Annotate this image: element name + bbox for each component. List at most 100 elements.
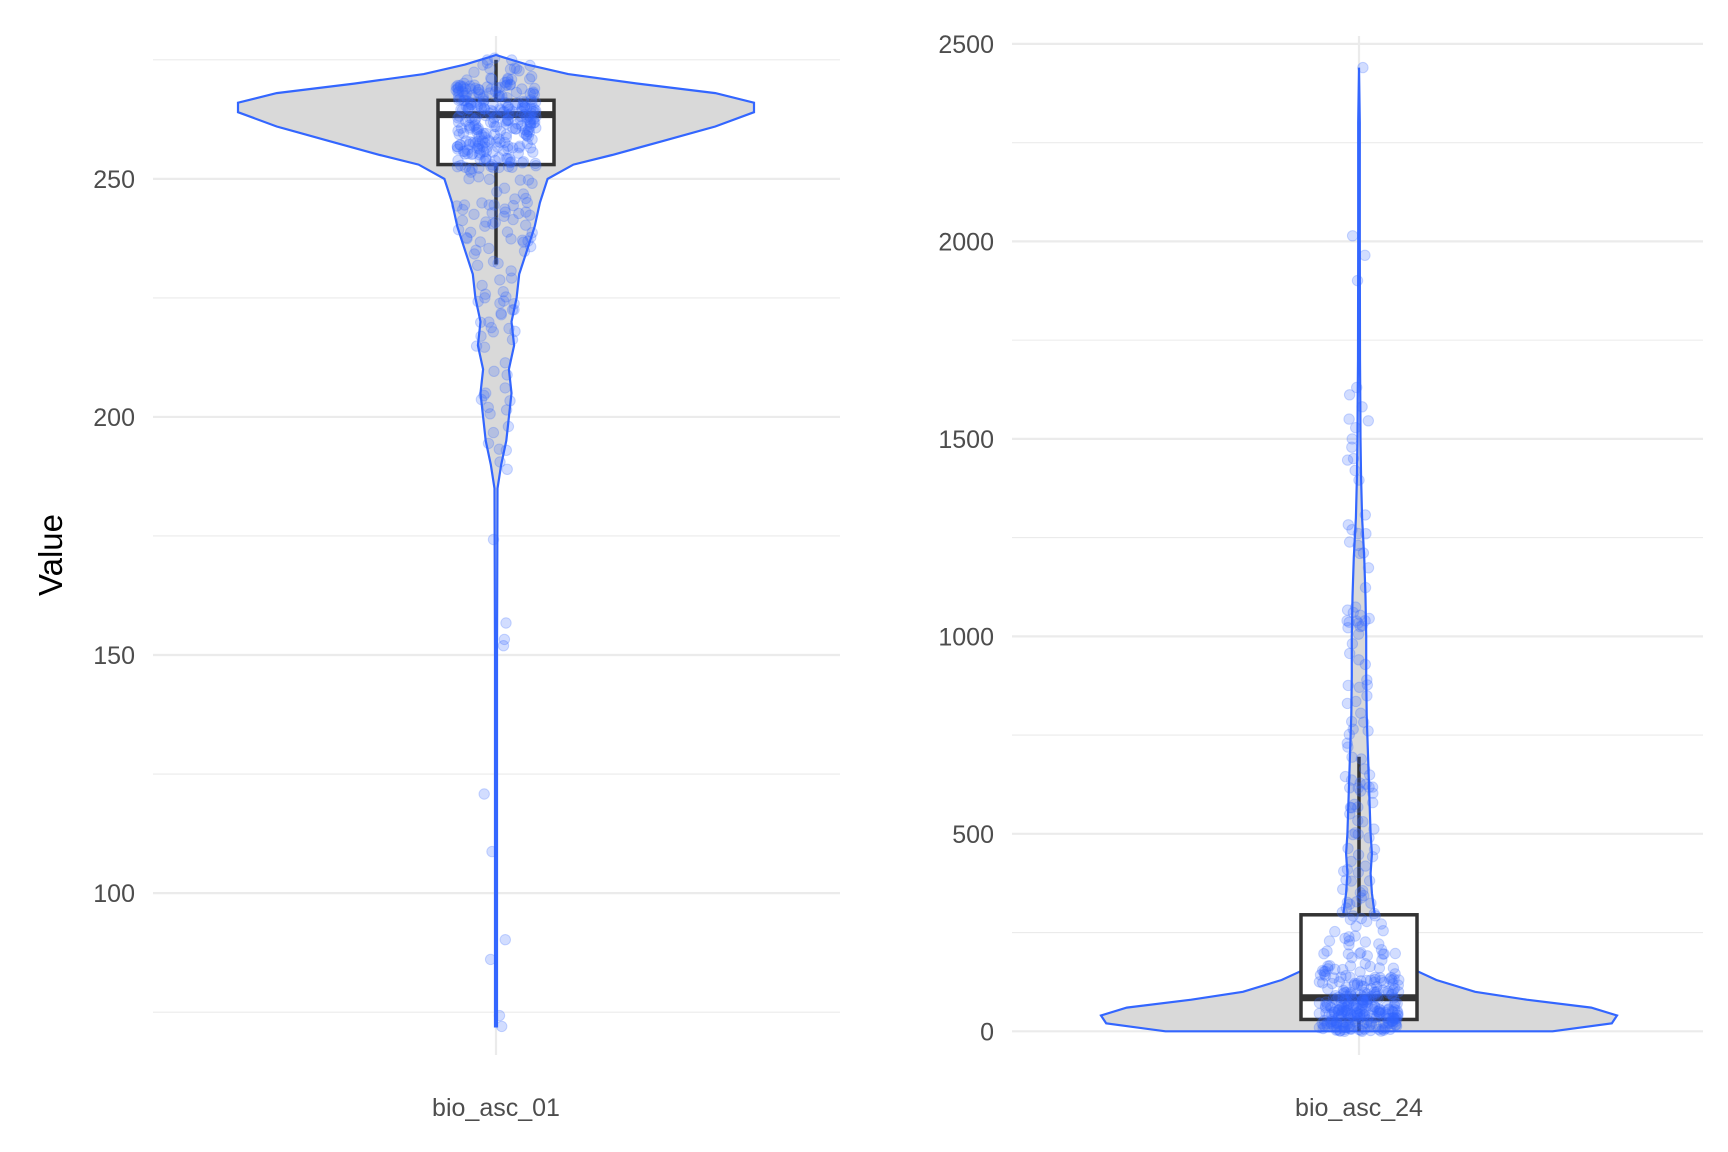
data-point xyxy=(1352,866,1365,879)
data-point xyxy=(477,93,489,105)
data-point xyxy=(1339,1021,1351,1034)
data-point xyxy=(483,316,495,328)
data-point xyxy=(466,112,478,124)
data-point xyxy=(1349,601,1362,613)
data-point xyxy=(469,119,482,131)
data-point xyxy=(487,426,500,439)
data-point xyxy=(1329,925,1341,938)
data-point xyxy=(501,113,514,126)
data-point xyxy=(1391,997,1403,1010)
data-point xyxy=(1342,519,1355,531)
data-point xyxy=(483,107,495,119)
data-point xyxy=(1359,936,1372,948)
data-point xyxy=(505,156,517,168)
data-point xyxy=(470,340,483,352)
y-tick-label: 250 xyxy=(93,166,135,194)
data-point xyxy=(1340,1004,1353,1016)
data-point xyxy=(468,120,480,132)
data-point xyxy=(1340,902,1353,914)
data-point xyxy=(486,207,498,219)
data-point xyxy=(1343,939,1355,951)
data-point xyxy=(1319,1001,1332,1014)
data-point xyxy=(461,95,474,108)
data-point xyxy=(1357,61,1369,74)
data-point xyxy=(522,174,535,186)
data-point xyxy=(1383,1003,1395,1015)
data-point xyxy=(506,54,518,66)
data-point xyxy=(453,94,465,106)
data-point xyxy=(1366,851,1379,863)
data-point xyxy=(482,401,494,414)
data-point xyxy=(1345,774,1358,786)
data-point xyxy=(1323,1009,1336,1021)
data-point xyxy=(514,174,526,186)
data-point xyxy=(530,104,542,117)
data-point xyxy=(1359,658,1372,671)
data-point xyxy=(1341,863,1354,876)
data-point xyxy=(501,153,514,165)
data-point xyxy=(451,200,463,212)
data-point xyxy=(452,79,464,92)
data-point xyxy=(527,86,539,98)
data-point xyxy=(514,113,526,126)
data-point xyxy=(478,155,491,167)
data-point xyxy=(518,127,530,139)
data-point xyxy=(1355,946,1367,959)
data-point xyxy=(1346,524,1358,536)
data-point xyxy=(1347,910,1359,922)
data-point xyxy=(505,272,518,284)
data-point xyxy=(524,142,537,154)
data-point xyxy=(470,112,482,125)
data-point xyxy=(473,137,485,150)
data-point xyxy=(529,107,541,119)
data-point xyxy=(1346,715,1358,728)
data-point xyxy=(1357,1010,1369,1022)
data-point xyxy=(1338,1025,1351,1038)
data-point xyxy=(1337,993,1349,1005)
data-point xyxy=(1342,1021,1355,1033)
data-point xyxy=(1338,986,1351,998)
data-point xyxy=(525,231,537,244)
data-point xyxy=(452,154,464,167)
data-point xyxy=(525,240,537,253)
data-point xyxy=(452,83,464,95)
data-point xyxy=(503,322,515,335)
data-point xyxy=(1356,999,1368,1011)
data-point xyxy=(470,244,482,256)
data-point xyxy=(1339,996,1351,1008)
data-point xyxy=(1382,987,1395,999)
data-point xyxy=(1337,883,1349,895)
data-point xyxy=(494,274,506,286)
data-point xyxy=(1345,802,1358,814)
data-point xyxy=(463,173,475,185)
data-point xyxy=(1324,1000,1336,1012)
data-point xyxy=(498,295,510,307)
data-point xyxy=(503,103,516,115)
data-point xyxy=(477,91,489,103)
data-point xyxy=(1356,401,1368,413)
data-point xyxy=(1352,1015,1364,1027)
data-point xyxy=(510,86,523,99)
data-point xyxy=(1382,1008,1394,1021)
data-point xyxy=(462,103,474,115)
data-point xyxy=(1387,1012,1400,1024)
data-point xyxy=(513,65,525,77)
data-point xyxy=(490,82,503,94)
y-tick-label: 1500 xyxy=(938,426,994,454)
data-point xyxy=(502,420,515,433)
data-point xyxy=(476,135,489,147)
data-point xyxy=(521,196,533,209)
data-point xyxy=(475,330,487,342)
data-point xyxy=(1363,832,1375,844)
data-point xyxy=(499,203,511,215)
data-point xyxy=(499,206,511,218)
data-point xyxy=(520,206,532,218)
data-point xyxy=(502,101,514,113)
data-point xyxy=(483,199,495,211)
data-point xyxy=(1360,974,1373,987)
data-point xyxy=(1327,1019,1340,1032)
data-point xyxy=(1338,1023,1351,1036)
data-point xyxy=(472,295,484,308)
data-point xyxy=(1352,617,1365,629)
data-point xyxy=(1342,679,1354,692)
